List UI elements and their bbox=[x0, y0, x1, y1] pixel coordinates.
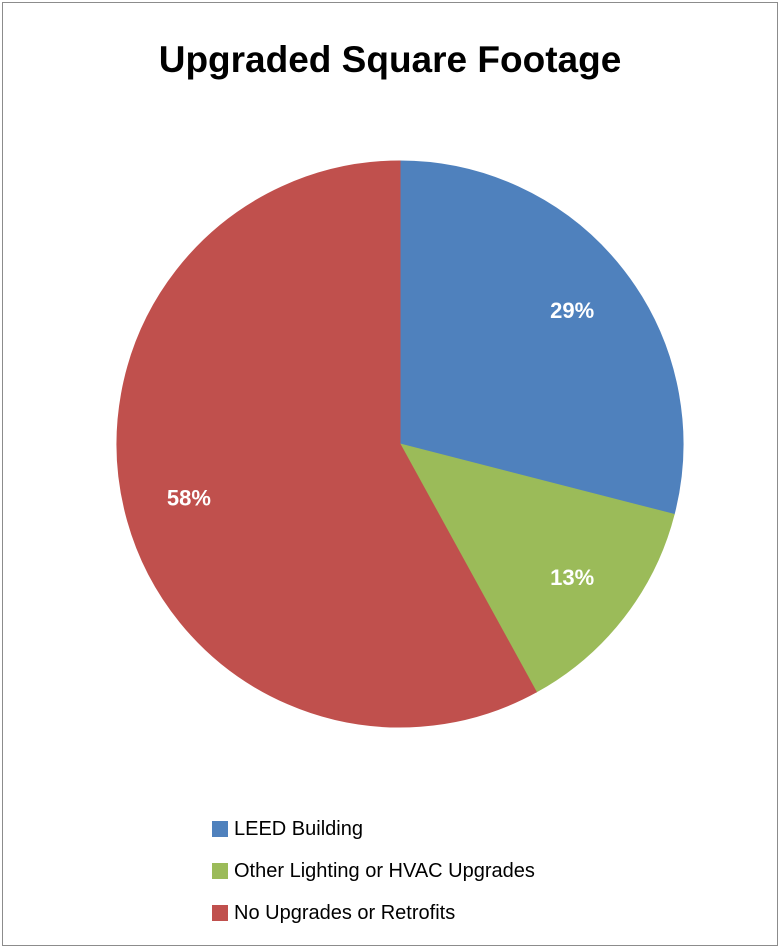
pie-data-label: 13% bbox=[550, 565, 594, 590]
legend-swatch-other-upgrades bbox=[212, 863, 228, 879]
pie-slice-other-lighting-or-hvac-upgrades bbox=[399, 443, 675, 693]
pie-data-label: 58% bbox=[167, 486, 211, 511]
legend-label: Other Lighting or HVAC Upgrades bbox=[234, 859, 535, 882]
legend-item-leed-building: LEED Building bbox=[212, 812, 535, 846]
legend-item-other-upgrades: Other Lighting or HVAC Upgrades bbox=[212, 854, 535, 888]
pie-data-label: 29% bbox=[550, 298, 594, 323]
legend: LEED Building Other Lighting or HVAC Upg… bbox=[212, 812, 535, 938]
chart-title: Upgraded Square Footage bbox=[158, 39, 622, 80]
legend-label: LEED Building bbox=[234, 817, 363, 840]
legend-swatch-no-upgrades bbox=[212, 905, 228, 921]
legend-item-no-upgrades: No Upgrades or Retrofits bbox=[212, 896, 535, 930]
pie-slice-leed-building bbox=[399, 160, 684, 515]
legend-label: No Upgrades or Retrofits bbox=[234, 901, 456, 924]
legend-swatch-leed-building bbox=[212, 821, 228, 837]
pie-slice-no-upgrades-or-retrofits bbox=[116, 160, 538, 728]
